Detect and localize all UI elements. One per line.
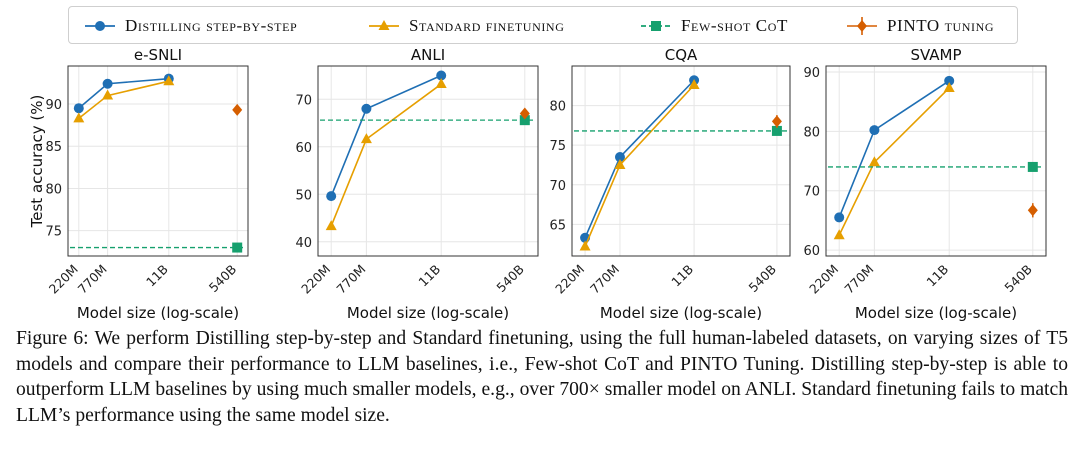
y-tick-label: 70 [295,93,312,108]
data-point-circle [834,212,845,223]
plot-area [317,65,539,257]
y-tick-label: 75 [45,225,62,240]
y-tick-label: 50 [295,188,312,203]
plot-frame [67,65,249,257]
chart-1: 40 50 60 70 220M 770M 11B 540B ANLI Model size (l… [295,46,539,322]
data-point-diamond [519,107,530,120]
chart-2: 65 70 75 80 220M 770M 11B 540B CQA Model size (lo… [549,46,791,322]
legend-label-pinto: PINTO tuning [887,16,995,35]
plot-area [825,65,1047,257]
data-point-square [232,242,243,253]
plot-frame [571,65,791,257]
y-tick-label: 65 [549,218,566,233]
data-point-triangle [325,220,337,231]
data-point-circle [73,103,84,114]
x-axis-label: Model size (log-scale) [600,304,762,322]
chart-title: CQA [665,46,698,64]
data-point-triangle [579,240,591,251]
legend-label-distilling: Distilling step-by-step [125,16,298,35]
chart-title: e-SNLI [134,46,182,64]
y-tick-label: 60 [803,244,820,259]
data-point-triangle [73,112,85,123]
x-tick-label: 11B [143,262,171,290]
data-point-circle [326,191,337,202]
x-axis-label: Model size (log-scale) [77,304,239,322]
data-point-square [1027,161,1038,172]
x-axis-label: Model size (log-scale) [855,304,1017,322]
data-point-diamond [771,115,782,128]
data-point-square [519,115,530,126]
legend-label-standard: Standard finetuning [409,16,565,35]
y-axis-label: Test accuracy (%) [28,95,46,229]
x-tick-label: 770M [333,262,368,297]
legend-marker-square [651,21,661,31]
data-point-circle [436,70,447,81]
y-tick-label: 80 [549,100,566,115]
chart-title: ANLI [411,46,445,64]
y-tick-label: 80 [803,125,820,140]
legend-markers [85,17,877,35]
y-tick-label: 75 [549,139,566,154]
chart-title: SVAMP [910,46,961,64]
x-tick-label: 220M [46,262,81,297]
data-point-circle [102,78,113,89]
y-tick-label: 90 [45,98,62,113]
x-tick-label: 540B [745,262,779,296]
legend-marker-diamond [857,20,867,32]
x-tick-label: 770M [75,262,110,297]
data-point-triangle [943,81,955,92]
y-tick-label: 70 [803,185,820,200]
plot-frame [825,65,1047,257]
data-point-triangle [868,156,880,167]
x-tick-label: 220M [552,262,587,297]
x-tick-label: 540B [206,262,240,296]
data-point-triangle [360,133,372,144]
data-point-triangle [163,75,175,86]
figure-caption: Figure 6: We perform Distilling step-by-… [16,328,1068,426]
data-point-diamond [1027,204,1038,217]
data-point-circle [944,75,955,86]
legend-marker-circle [95,21,105,31]
data-point-triangle [614,158,626,169]
y-tick-label: 90 [803,66,820,81]
y-tick-label: 70 [549,179,566,194]
x-tick-label: 220M [298,262,333,297]
legend-marker-triangle [378,20,390,30]
data-point-triangle [102,89,114,100]
data-point-diamond [232,103,243,116]
y-tick-label: 60 [295,141,312,156]
data-point-triangle [435,78,447,89]
x-tick-label: 540B [1001,262,1035,296]
data-point-circle [361,103,372,114]
data-point-triangle [833,229,845,240]
plot-frame [317,65,539,257]
x-tick-label: 770M [841,262,876,297]
x-tick-label: 11B [668,262,696,290]
x-tick-label: 770M [587,262,622,297]
y-tick-label: 80 [45,182,62,197]
data-point-circle [614,152,625,163]
y-tick-label: 85 [45,140,62,155]
x-axis-label: Model size (log-scale) [347,304,509,322]
y-tick-label: 40 [295,236,312,251]
x-tick-label: 220M [806,262,841,297]
x-tick-label: 540B [493,262,527,296]
x-tick-label: 11B [923,262,951,290]
data-point-triangle [688,79,700,89]
chart-3: 60 70 80 90 220M 770M 11B 540B SVAMP Model size (… [803,46,1047,322]
legend-label-fewshot: Few-shot CoT [681,16,788,35]
data-point-square [771,125,782,136]
x-tick-label: 11B [415,262,443,290]
data-point-circle [869,125,880,136]
legend: Distilling step-by-step Standard finetun… [68,6,1018,44]
